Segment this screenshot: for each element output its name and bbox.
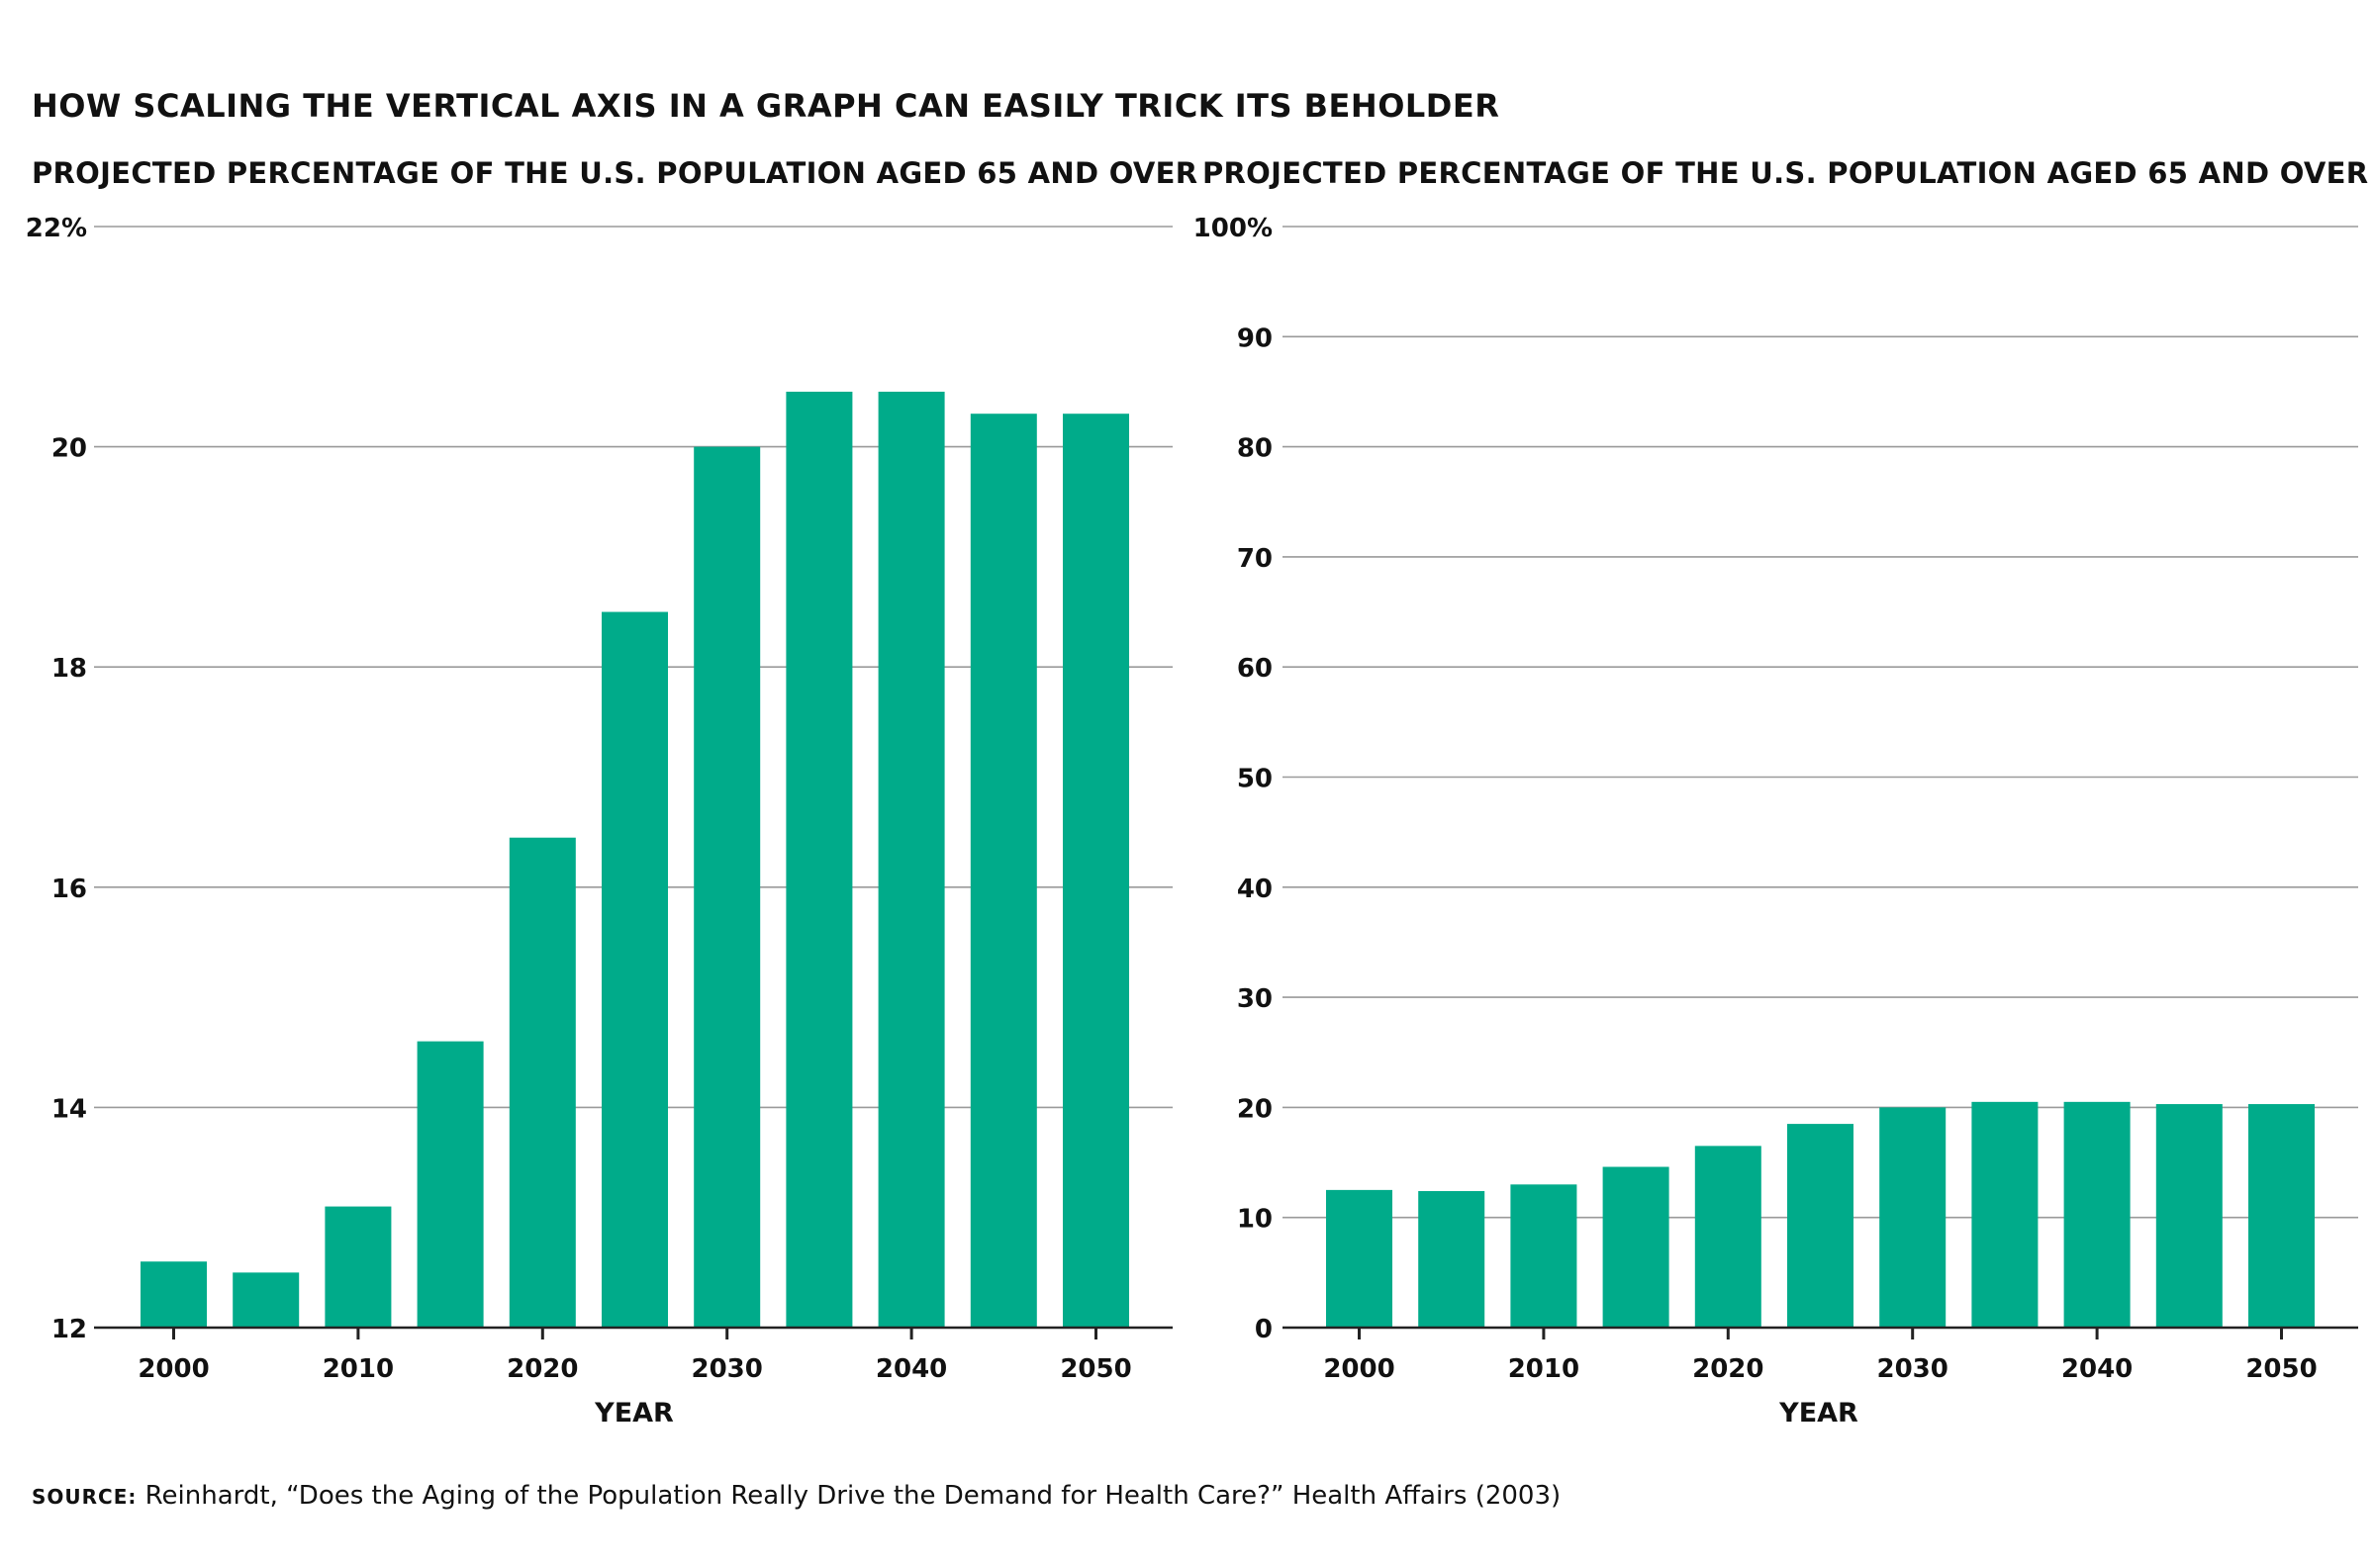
right-y-tick-label: 20 bbox=[1237, 1094, 1273, 1124]
right-bar-2030 bbox=[1879, 1107, 1947, 1328]
left-bar-2025 bbox=[602, 611, 668, 1328]
right-bar-2020 bbox=[1694, 1146, 1761, 1328]
left-bar-chart: 12 14 16 18 20 22% 2000 2010 2020 2030 2040 2050 YEA… bbox=[26, 214, 1173, 1429]
left-bar-2045 bbox=[970, 414, 1037, 1329]
left-bar-2050 bbox=[1063, 414, 1129, 1329]
left-bar-2020 bbox=[509, 837, 576, 1328]
source-note: SOURCE: Reinhardt, “Does the Aging of th… bbox=[32, 1481, 1561, 1511]
left-chart-title: PROJECTED PERCENTAGE OF THE U.S. POPULAT… bbox=[32, 156, 1198, 190]
right-x-tick-label: 2000 bbox=[1323, 1354, 1394, 1384]
right-y-tick-label: 10 bbox=[1237, 1205, 1273, 1235]
right-y-tick-label: 40 bbox=[1237, 875, 1273, 904]
left-x-axis-label: YEAR bbox=[594, 1398, 674, 1429]
right-bar-2005 bbox=[1418, 1190, 1485, 1328]
right-bar-2000 bbox=[1326, 1189, 1392, 1328]
left-y-tick-label: 12 bbox=[51, 1315, 87, 1344]
left-x-tick-label: 2040 bbox=[876, 1354, 947, 1384]
left-y-tick-label: 22% bbox=[26, 214, 87, 243]
right-bar-2040 bbox=[2063, 1101, 2131, 1328]
left-x-tick-label: 2020 bbox=[507, 1354, 578, 1384]
right-y-tick-label: 80 bbox=[1237, 434, 1273, 464]
left-bar-2000 bbox=[141, 1261, 207, 1328]
left-y-tick-label: 16 bbox=[51, 875, 87, 904]
left-y-tick-label: 18 bbox=[51, 654, 87, 684]
main-title: HOW SCALING THE VERTICAL AXIS IN A GRAPH… bbox=[32, 87, 1500, 125]
left-x-tick-label: 2030 bbox=[692, 1354, 763, 1384]
right-bar-2025 bbox=[1787, 1124, 1853, 1328]
right-bar-2010 bbox=[1510, 1184, 1577, 1328]
source-label: SOURCE: bbox=[32, 1485, 138, 1509]
left-x-tick-label: 2050 bbox=[1060, 1354, 1131, 1384]
source-text: Reinhardt, “Does the Aging of the Popula… bbox=[144, 1481, 1562, 1511]
right-y-tick-label: 0 bbox=[1255, 1315, 1273, 1344]
right-y-tick-label: 30 bbox=[1237, 984, 1273, 1014]
right-bar-2045 bbox=[2155, 1104, 2223, 1328]
left-bar-2040 bbox=[878, 391, 945, 1328]
left-x-tick-label: 2010 bbox=[323, 1354, 394, 1384]
left-bar-2035 bbox=[786, 391, 853, 1328]
right-y-tick-label: 70 bbox=[1237, 544, 1273, 574]
right-x-tick-label: 2020 bbox=[1692, 1354, 1763, 1384]
right-y-tick-label: 90 bbox=[1237, 323, 1273, 353]
right-x-tick-label: 2050 bbox=[2245, 1354, 2317, 1384]
left-y-tick-label: 14 bbox=[51, 1094, 87, 1124]
left-bar-2030 bbox=[694, 446, 761, 1329]
right-x-axis-label: YEAR bbox=[1778, 1398, 1858, 1429]
left-bar-2015 bbox=[417, 1041, 484, 1328]
right-y-tick-label: 50 bbox=[1237, 765, 1273, 794]
left-bar-2010 bbox=[325, 1206, 392, 1328]
right-bar-2050 bbox=[2248, 1104, 2315, 1328]
right-x-tick-label: 2010 bbox=[1508, 1354, 1579, 1384]
right-bar-2035 bbox=[1971, 1101, 2039, 1328]
right-x-tick-label: 2040 bbox=[2061, 1354, 2133, 1384]
right-y-tick-label: 100% bbox=[1193, 214, 1273, 243]
left-bar-2005 bbox=[233, 1272, 300, 1328]
left-y-tick-label: 20 bbox=[51, 434, 87, 464]
right-y-tick-label: 60 bbox=[1237, 654, 1273, 684]
right-chart-title: PROJECTED PERCENTAGE OF THE U.S. POPULAT… bbox=[1202, 156, 2369, 190]
left-x-tick-label: 2000 bbox=[138, 1354, 209, 1384]
right-x-tick-label: 2030 bbox=[1877, 1354, 1948, 1384]
right-bar-2015 bbox=[1602, 1166, 1669, 1328]
